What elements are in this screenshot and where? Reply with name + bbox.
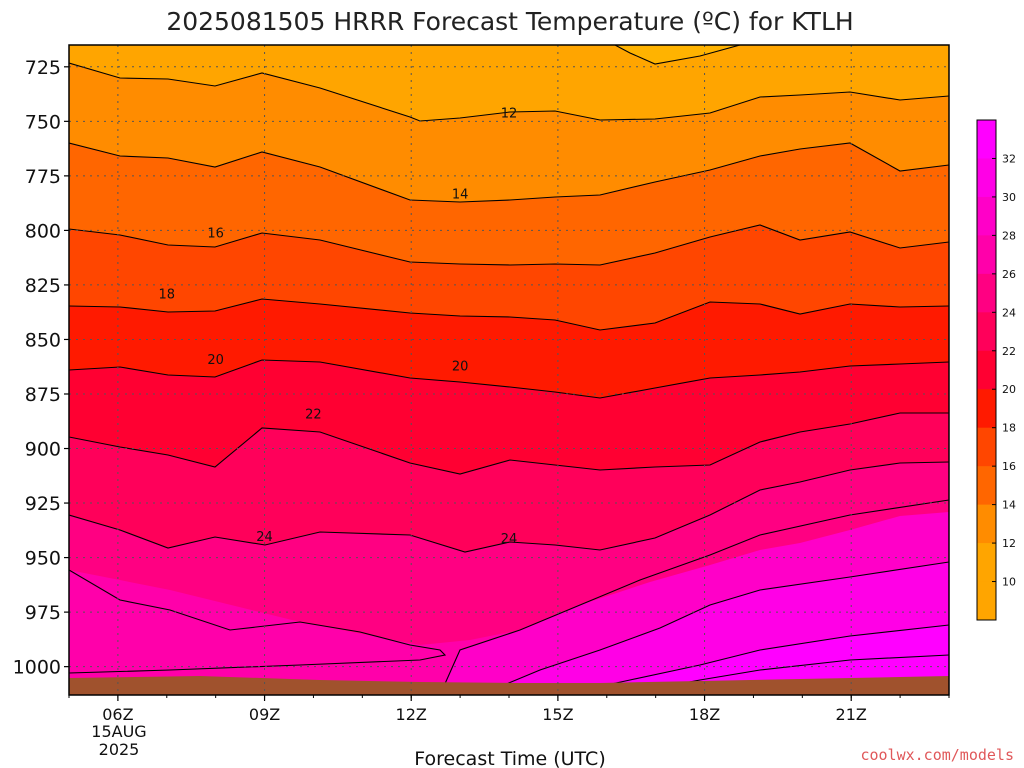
temperature-fill — [69, 45, 949, 695]
colorbar-swatch — [977, 158, 996, 198]
y-tick-label: 1000 — [13, 657, 61, 679]
x-axis: 06Z 09Z 12Z 15Z 18Z 21Z — [68, 695, 950, 724]
contour-label: 20 — [207, 353, 224, 368]
x-axis-label: Forecast Time (UTC) — [414, 748, 605, 768]
contour-label: 24 — [501, 532, 518, 547]
colorbar-swatch — [977, 427, 996, 467]
colorbar-tick-label: 32 — [1002, 152, 1016, 165]
colorbar-swatch — [977, 235, 996, 275]
y-tick-label: 800 — [25, 220, 61, 242]
contour-line — [69, 412, 949, 475]
y-tick-label: 725 — [25, 57, 61, 79]
colorbar-tick-label: 20 — [1002, 383, 1016, 396]
colorbar-swatch — [977, 196, 996, 236]
contour-line — [69, 142, 949, 203]
y-axis: 725 750 775 800 825 850 875 900 925 950 975 1000 — [13, 57, 69, 679]
contour-line — [559, 624, 949, 695]
colorbar-swatch — [977, 543, 996, 583]
colorbar-tick-label: 24 — [1002, 306, 1016, 319]
colorbar-swatch — [977, 312, 996, 352]
x-tick-label: 06Z — [102, 705, 133, 724]
band-30 — [560, 625, 949, 695]
contour-line — [69, 224, 949, 266]
colorbar-swatch — [977, 581, 996, 620]
contour-label: 24 — [256, 530, 273, 545]
y-tick-label: 925 — [25, 493, 61, 515]
x-tick-label: 21Z — [836, 705, 867, 724]
colorbar-tick-label: 12 — [1002, 537, 1016, 550]
contour-lines — [69, 45, 949, 695]
contour-label: 20 — [452, 360, 469, 375]
x-tick-label: 12Z — [396, 705, 427, 724]
colorbar-frame — [976, 119, 997, 621]
y-tick-label: 875 — [25, 384, 61, 406]
colorbar-swatch — [977, 504, 996, 544]
contour-label: 16 — [207, 227, 224, 242]
y-tick-label: 950 — [25, 548, 61, 570]
y-tick-label: 775 — [25, 166, 61, 188]
contour-label: 14 — [452, 187, 469, 202]
contour-line — [69, 569, 447, 674]
chart-title: 2025081505 HRRR Forecast Temperature (ºC… — [166, 7, 853, 36]
y-tick-label: 750 — [25, 111, 61, 133]
colorbar-tick-label: 22 — [1002, 345, 1016, 358]
contour-line — [69, 359, 949, 399]
y-tick-label: 900 — [25, 439, 61, 461]
colorbar-swatch — [977, 120, 996, 159]
colorbar-tick-label: 30 — [1002, 191, 1016, 204]
colorbar: 32 30 28 26 24 22 20 18 16 14 12 10 — [976, 119, 1016, 621]
contour-line — [69, 461, 949, 553]
contour-line — [69, 62, 949, 122]
y-tick-label: 825 — [25, 275, 61, 297]
colorbar-tick-label: 28 — [1002, 229, 1016, 242]
x-tick-label: 09Z — [249, 705, 280, 724]
colorbar-swatch — [977, 350, 996, 390]
contour-label: 18 — [159, 288, 176, 303]
x-tick-label: 15Z — [542, 705, 573, 724]
colorbar-tick-label: 26 — [1002, 268, 1016, 281]
contour-line — [614, 45, 741, 65]
contour-line — [479, 561, 949, 695]
band-10 — [69, 45, 949, 121]
colorbar-tick-label: 10 — [1002, 576, 1016, 589]
date-label-year: 2025 — [99, 740, 140, 759]
contour-label: 12 — [501, 107, 518, 122]
colorbar-tick-label: 16 — [1002, 460, 1016, 473]
colorbar-tick-label: 18 — [1002, 422, 1016, 435]
credit-text: coolwx.com/models — [860, 746, 1014, 764]
contour-line — [69, 298, 949, 331]
ground-terrain — [69, 676, 949, 695]
x-tick-label: 18Z — [689, 705, 720, 724]
y-tick-label: 850 — [25, 329, 61, 351]
contour-line — [439, 499, 949, 695]
contour-label: 22 — [305, 408, 322, 423]
colorbar-tick-label: 14 — [1002, 499, 1016, 512]
colorbar-swatch — [977, 273, 996, 313]
band-8 — [615, 45, 740, 64]
colorbar-swatch — [977, 466, 996, 506]
date-label-day: 15AUG — [91, 722, 146, 741]
y-tick-label: 975 — [25, 602, 61, 624]
colorbar-swatch — [977, 389, 996, 429]
contour-labels: 12 14 16 18 20 20 22 24 24 — [159, 107, 518, 547]
